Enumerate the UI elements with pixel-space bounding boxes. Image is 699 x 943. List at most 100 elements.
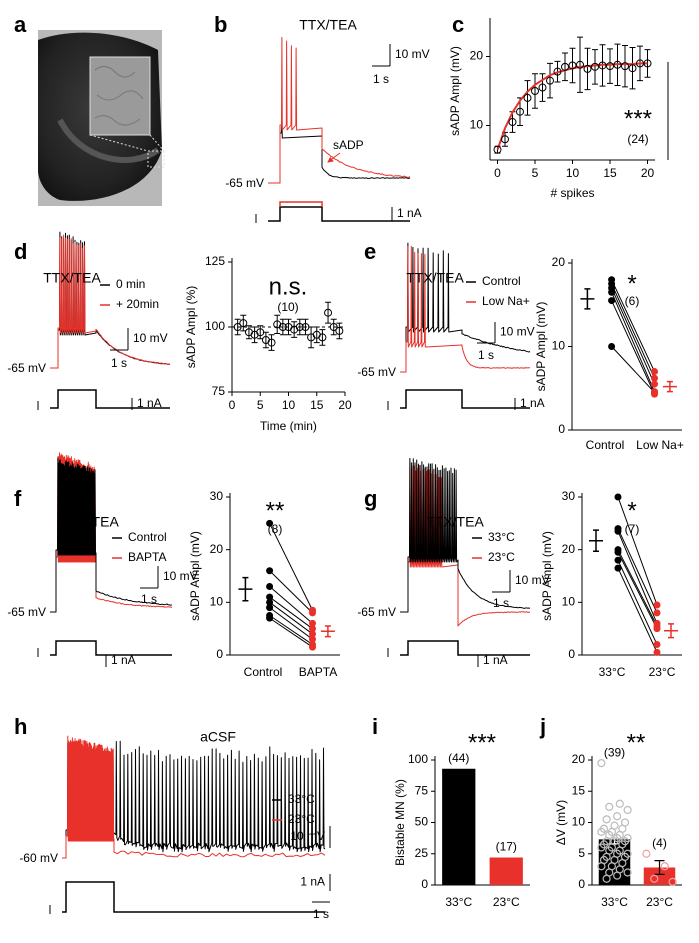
holding-potential: -65 mV xyxy=(7,605,46,619)
annotation: sADP xyxy=(333,138,364,152)
voltage-scale-label: 10 mV xyxy=(290,829,325,843)
error-bar xyxy=(279,318,286,336)
sadp-arrow xyxy=(327,152,341,163)
x-tick-label: 10 xyxy=(282,398,296,412)
y-tick-label: 10 xyxy=(210,595,224,609)
data-point xyxy=(606,62,614,71)
y-tick-label: 50 xyxy=(415,815,429,829)
y-axis-label: ΔV (mV) xyxy=(554,800,568,845)
trace-title: TTX/TEA xyxy=(299,17,357,33)
pair-line xyxy=(617,496,658,606)
current-step xyxy=(400,389,530,409)
pair-line xyxy=(611,283,655,379)
voltage-scale-label: 10 mV xyxy=(163,569,198,583)
error-bar xyxy=(291,321,298,338)
pair-line xyxy=(617,559,658,645)
legend-label: Control xyxy=(128,530,167,544)
mean-sem xyxy=(580,288,595,310)
data-point xyxy=(614,564,622,572)
pair-line xyxy=(269,570,313,614)
panel-letter: c xyxy=(452,12,464,37)
time-scale-label: 1 s xyxy=(478,348,494,362)
data-point xyxy=(239,319,248,328)
pair-line xyxy=(617,549,658,627)
x-tick-label: 15 xyxy=(310,398,324,412)
x-tick-label: 33°C xyxy=(445,895,472,909)
y-tick-label: 100 xyxy=(408,752,428,766)
pair-line xyxy=(269,607,313,640)
data-point xyxy=(653,648,661,656)
y-tick-label: 0 xyxy=(558,422,565,436)
error-bar xyxy=(234,318,241,336)
error-bar xyxy=(262,331,269,349)
panel-letter: f xyxy=(14,486,22,511)
legend-label: 23°C xyxy=(488,550,515,564)
data-point xyxy=(493,145,502,154)
x-tick-label: 0 xyxy=(494,166,501,180)
data-point xyxy=(266,598,274,606)
data-point xyxy=(597,862,606,871)
data-point xyxy=(597,759,606,768)
pair-line xyxy=(269,615,313,645)
pair-line xyxy=(269,617,313,648)
slice-image xyxy=(38,30,165,206)
data-point xyxy=(278,323,287,331)
data-point xyxy=(608,288,616,296)
bar xyxy=(442,768,476,885)
pair-line xyxy=(611,300,655,395)
panel-letter: i xyxy=(372,714,378,739)
current-scale-label: 1 nA xyxy=(111,653,136,667)
holding-potential: -60 mV xyxy=(19,851,58,865)
panel-letter: a xyxy=(14,12,27,37)
data-point xyxy=(668,877,677,886)
pair-line xyxy=(269,596,313,630)
data-point xyxy=(267,338,276,347)
data-point xyxy=(516,107,524,116)
data-point xyxy=(266,583,274,591)
legend-label: 23°C xyxy=(288,812,315,826)
error-bar xyxy=(302,318,309,336)
error-bar xyxy=(562,52,568,82)
current-step xyxy=(62,881,325,913)
voltage-scale-label: 10 mV xyxy=(395,47,430,61)
x-tick-label: Control xyxy=(244,665,283,679)
error-bar xyxy=(336,322,343,340)
pair-line xyxy=(617,552,658,629)
n-label: (44) xyxy=(448,751,469,765)
error-bar xyxy=(547,62,553,99)
voltage-trace xyxy=(268,123,411,184)
data-point xyxy=(531,87,539,95)
voltage-trace xyxy=(400,457,531,613)
y-tick-label: 75 xyxy=(212,384,226,398)
time-scale-label: 1 s xyxy=(111,356,127,370)
pair-line xyxy=(611,292,655,392)
y-tick-label: 15 xyxy=(572,783,586,797)
y-tick-label: 125 xyxy=(205,254,225,268)
y-tick-label: 75 xyxy=(415,783,429,797)
error-bar xyxy=(629,47,636,90)
data-point xyxy=(546,76,554,85)
mean-sem xyxy=(238,576,253,602)
y-tick-label: 30 xyxy=(562,489,576,503)
y-tick-label: 10 xyxy=(470,118,484,132)
data-point xyxy=(605,802,614,811)
x-tick-label: Control xyxy=(586,438,625,452)
current-scale-label: 1 nA xyxy=(483,653,508,667)
data-point xyxy=(642,849,651,858)
x-tick-label: 5 xyxy=(532,166,539,180)
error-bar xyxy=(569,47,576,84)
n-label: (39) xyxy=(604,745,625,759)
y-axis-label: sADP Ampl (mV) xyxy=(540,531,554,621)
data-point xyxy=(615,799,624,808)
data-point xyxy=(660,862,669,871)
data-point xyxy=(233,323,242,331)
significance: *** xyxy=(624,105,652,132)
data-point xyxy=(266,567,274,575)
pair-line xyxy=(617,567,658,653)
voltage-trace xyxy=(400,242,531,373)
error-bar xyxy=(654,860,665,875)
significance: n.s. xyxy=(269,273,308,300)
y-tick-label: 100 xyxy=(205,319,225,333)
x-tick-label: Low Na+ xyxy=(636,438,684,452)
error-bar xyxy=(539,73,546,102)
